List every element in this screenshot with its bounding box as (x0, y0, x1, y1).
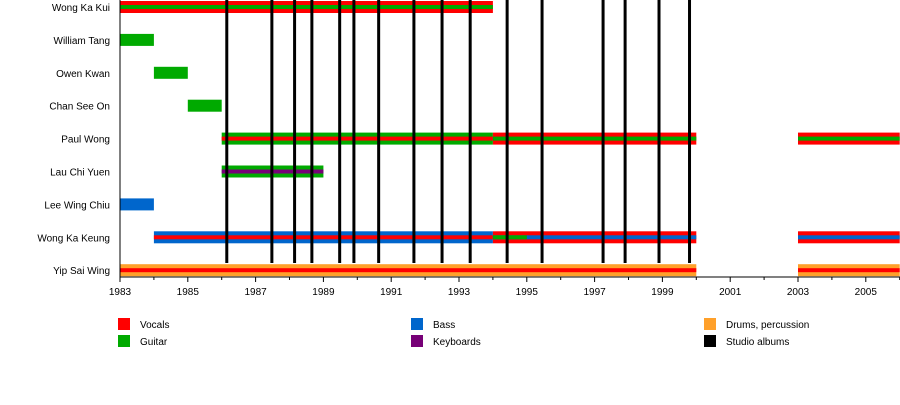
member-label: Yip Sai Wing (53, 266, 110, 277)
x-tick-label: 1993 (448, 287, 471, 298)
member-label: Wong Ka Keung (37, 233, 110, 244)
legend-label: Drums, percussion (726, 320, 809, 331)
member-label: Paul Wong (61, 135, 110, 146)
bar-inner-vocals (221, 136, 493, 141)
bar-inner-vocals (153, 235, 493, 240)
x-tick-label: 1995 (516, 287, 539, 298)
member-label: Lee Wing Chiu (44, 200, 110, 211)
x-tick-label: 1985 (177, 287, 200, 298)
legend-swatch-studio-albums (704, 335, 716, 347)
member-label: Owen Kwan (56, 69, 110, 80)
x-tick-label: 2005 (855, 287, 878, 298)
legend-swatch-drums-percussion (704, 318, 716, 330)
bar-bass (120, 198, 154, 211)
bar-inner-guitar (798, 136, 900, 141)
member-label: Lau Chi Yuen (50, 168, 110, 179)
bar-inner-bass (492, 235, 697, 240)
legend-label: Bass (433, 320, 455, 331)
x-tick-label: 1989 (312, 287, 335, 298)
legend-swatch-vocals (118, 318, 130, 330)
member-label: Wong Ka Kui (52, 3, 110, 14)
legend-label: Studio albums (726, 337, 789, 348)
legend-swatch-keyboards (411, 335, 423, 347)
x-tick-label: 1997 (583, 287, 606, 298)
bar-inner-vocals (798, 268, 900, 273)
legend-label: Guitar (140, 337, 168, 348)
member-label: William Tang (54, 36, 111, 47)
x-tick-label: 1983 (109, 287, 132, 298)
bar-inner-guitar (492, 235, 527, 240)
bar-inner-guitar (120, 5, 493, 9)
x-tick-label: 1999 (651, 287, 674, 298)
bar-guitar (153, 66, 188, 79)
bar-inner-bass (798, 235, 900, 240)
member-label: Chan See On (49, 102, 110, 113)
bar-guitar (187, 99, 222, 112)
bar-inner-vocals (120, 268, 697, 273)
x-tick-label: 2003 (787, 287, 810, 298)
bar-guitar (120, 33, 154, 46)
x-tick-label: 1991 (380, 287, 403, 298)
legend-label: Vocals (140, 320, 169, 331)
legend-swatch-bass (411, 318, 423, 330)
legend-label: Keyboards (433, 337, 481, 348)
x-tick-label: 2001 (719, 287, 742, 298)
bar-inner-guitar (492, 136, 697, 141)
x-tick-label: 1987 (244, 287, 267, 298)
legend-swatch-guitar (118, 335, 130, 347)
